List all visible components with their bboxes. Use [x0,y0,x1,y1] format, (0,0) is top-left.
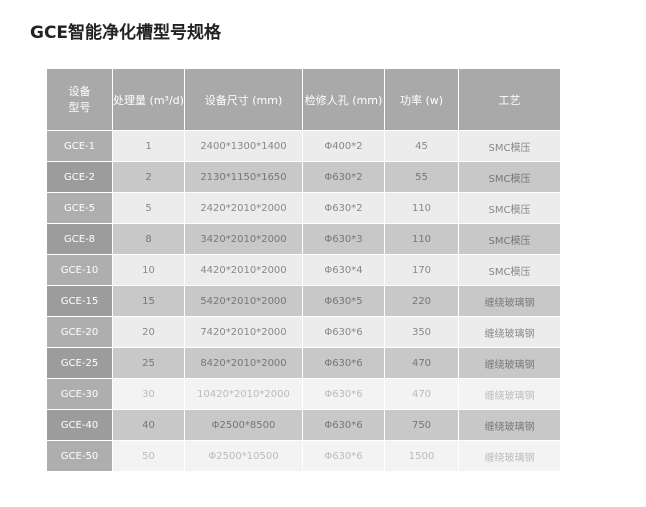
table-cell: Φ630*6 [302,378,385,410]
table-cell: 25 [112,347,185,379]
table-row: GCE-50 50 Φ2500*10500 Φ630*6 1500 缠绕玻璃钢 [46,440,561,472]
table-cell: Φ630*3 [302,223,385,255]
table-cell: SMC模压 [458,192,561,224]
table-cell: 8420*2010*2000 [184,347,303,379]
model-cell: GCE-1 [46,130,113,162]
header-cell: 工艺 [458,68,561,131]
model-cell: GCE-2 [46,161,113,193]
table-cell: Φ630*6 [302,347,385,379]
header-text: 功率 (w) [399,93,444,107]
model-cell: GCE-40 [46,409,113,441]
table-cell: 10420*2010*2000 [184,378,303,410]
table-cell: 50 [112,440,185,472]
table-cell: 45 [384,130,459,162]
model-cell: GCE-25 [46,347,113,379]
table-row: GCE-5 5 2420*2010*2000 Φ630*2 110 SMC模压 [46,192,561,224]
table-cell: Φ630*2 [302,192,385,224]
model-cell: GCE-15 [46,285,113,317]
table-cell: 10 [112,254,185,286]
table-cell: 110 [384,192,459,224]
table-row: GCE-30 30 10420*2010*2000 Φ630*6 470 缠绕玻璃钢 [46,378,561,410]
table-row: GCE-8 8 3420*2010*2000 Φ630*3 110 SMC模压 [46,223,561,255]
table-cell: Φ630*5 [302,285,385,317]
header-cell: 检修人孔 (mm) [302,68,385,131]
table-cell: Φ630*2 [302,161,385,193]
table-cell: 2130*1150*1650 [184,161,303,193]
model-cell: GCE-10 [46,254,113,286]
spec-table: 设备型号 处理量 (m³/d) 设备尺寸 (mm) 检修人孔 (mm) 功率 (w) 工艺… [46,68,561,472]
table-cell: 缠绕玻璃钢 [458,440,561,472]
table-cell: 3420*2010*2000 [184,223,303,255]
header-text: 检修人孔 (mm) [304,93,383,107]
header-cell: 功率 (w) [384,68,459,131]
table-row: GCE-40 40 Φ2500*8500 Φ630*6 750 缠绕玻璃钢 [46,409,561,441]
table-cell: 8 [112,223,185,255]
table-cell: Φ630*6 [302,440,385,472]
table-cell: 缠绕玻璃钢 [458,409,561,441]
model-cell: GCE-5 [46,192,113,224]
table-cell: Φ630*4 [302,254,385,286]
table-cell: 110 [384,223,459,255]
table-cell: Φ630*6 [302,316,385,348]
table-cell: 缠绕玻璃钢 [458,378,561,410]
model-cell: GCE-8 [46,223,113,255]
table-cell: SMC模压 [458,254,561,286]
table-cell: 470 [384,347,459,379]
table-cell: 1500 [384,440,459,472]
table-row: GCE-25 25 8420*2010*2000 Φ630*6 470 缠绕玻璃钢 [46,347,561,379]
table-cell: 470 [384,378,459,410]
table-cell: 7420*2010*2000 [184,316,303,348]
model-cell: GCE-20 [46,316,113,348]
table-cell: 220 [384,285,459,317]
model-cell: GCE-50 [46,440,113,472]
table-cell: SMC模压 [458,223,561,255]
table-row: GCE-20 20 7420*2010*2000 Φ630*6 350 缠绕玻璃钢 [46,316,561,348]
header-cell: 处理量 (m³/d) [112,68,185,131]
header-text: 工艺 [498,93,521,107]
table-cell: 缠绕玻璃钢 [458,285,561,317]
table-row: GCE-2 2 2130*1150*1650 Φ630*2 55 SMC模压 [46,161,561,193]
table-cell: Φ2500*10500 [184,440,303,472]
table-cell: 2 [112,161,185,193]
table-cell: 4420*2010*2000 [184,254,303,286]
header-cell: 设备型号 [46,68,113,131]
table-cell: 缠绕玻璃钢 [458,347,561,379]
table-cell: Φ400*2 [302,130,385,162]
table-cell: Φ2500*8500 [184,409,303,441]
table-body: GCE-1 1 2400*1300*1400 Φ400*2 45 SMC模压 GCE-2 2 2… [46,130,561,472]
model-cell: GCE-30 [46,378,113,410]
table-cell: 350 [384,316,459,348]
table-cell: Φ630*6 [302,409,385,441]
header-text: 设备型号 [68,84,91,114]
table-cell: 170 [384,254,459,286]
table-row: GCE-10 10 4420*2010*2000 Φ630*4 170 SMC模压 [46,254,561,286]
table-cell: 40 [112,409,185,441]
table-cell: SMC模压 [458,161,561,193]
table-cell: 2420*2010*2000 [184,192,303,224]
table-cell: 30 [112,378,185,410]
table-row: GCE-15 15 5420*2010*2000 Φ630*5 220 缠绕玻璃钢 [46,285,561,317]
table-cell: 1 [112,130,185,162]
table-cell: 20 [112,316,185,348]
table-cell: 5420*2010*2000 [184,285,303,317]
header-text: 处理量 (m³/d) [113,93,184,107]
title: GCE智能净化槽型号规格 [30,23,222,43]
header-cell: 设备尺寸 (mm) [184,68,303,131]
table-cell: 750 [384,409,459,441]
table-cell: 缠绕玻璃钢 [458,316,561,348]
header-row: 设备型号 处理量 (m³/d) 设备尺寸 (mm) 检修人孔 (mm) 功率 (w) 工艺 [46,68,561,131]
table-row: GCE-1 1 2400*1300*1400 Φ400*2 45 SMC模压 [46,130,561,162]
table-cell: 2400*1300*1400 [184,130,303,162]
table-cell: 55 [384,161,459,193]
header-text: 设备尺寸 (mm) [204,93,283,107]
table-cell: 15 [112,285,185,317]
table-cell: 5 [112,192,185,224]
table-cell: SMC模压 [458,130,561,162]
